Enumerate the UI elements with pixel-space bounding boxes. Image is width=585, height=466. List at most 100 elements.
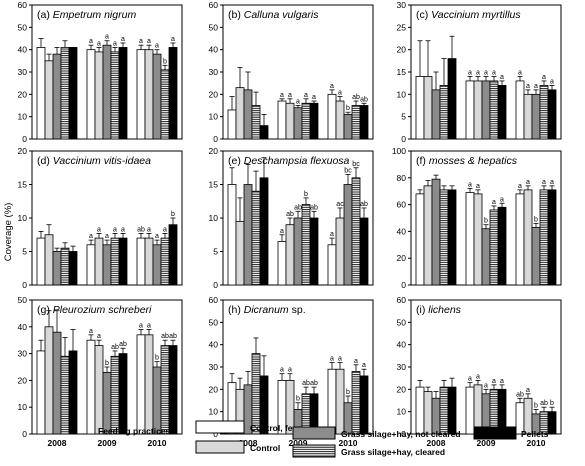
x-tick-label: 2008 <box>239 438 258 448</box>
bar-control-fenced-2009 <box>465 192 475 286</box>
panel-title-species: Vaccinium myrtillus <box>431 9 521 21</box>
significance-letter: a <box>97 226 101 233</box>
bar-control-2010 <box>523 93 533 140</box>
y-tick-label: 30 <box>397 0 407 10</box>
panel-title: (g) Pleurozium schreberi <box>37 304 152 316</box>
bar-pellets-2010 <box>359 375 369 435</box>
y-tick-label: 5 <box>401 112 406 122</box>
significance-letter: ab <box>360 201 368 208</box>
bar-pellets-2009 <box>309 217 319 286</box>
significance-letter: a <box>468 182 472 189</box>
bar-control-2009 <box>285 224 295 286</box>
bar-control-fenced-2008 <box>227 184 237 286</box>
panel-title: (i) lichens <box>416 304 462 316</box>
bar-cleared-2008 <box>60 47 70 140</box>
significance-letter: ab <box>286 211 294 218</box>
y-tick-label: 50 <box>18 22 28 32</box>
bar-cleared-2009 <box>110 51 120 140</box>
bar-pellets-2010 <box>359 217 369 286</box>
bar-cleared-2010 <box>351 371 361 435</box>
significance-letter: a <box>526 83 530 90</box>
y-tick-label: 0 <box>213 134 218 144</box>
y-tick-label: 20 <box>18 146 28 156</box>
legend-label-pellets: Pellets <box>521 429 549 439</box>
y-tick-label: 10 <box>18 213 28 223</box>
bar-pellets-2008 <box>68 251 78 286</box>
y-tick-label: 50 <box>209 317 219 327</box>
significance-letter: a <box>354 358 358 365</box>
bar-control-fenced-2008 <box>415 76 425 140</box>
significance-letter: bc <box>344 167 352 174</box>
significance-letter: a <box>484 382 488 389</box>
significance-letter: a <box>330 356 334 363</box>
bar-control-2009 <box>285 102 295 140</box>
y-tick-label: 30 <box>18 67 28 77</box>
y-tick-label: 50 <box>397 317 407 327</box>
significance-letter: ab <box>352 94 360 101</box>
y-tick-label: 60 <box>209 0 219 10</box>
significance-letter: a <box>304 92 308 99</box>
bar-not-cleared-2008 <box>243 184 253 286</box>
significance-letter: a <box>288 367 292 374</box>
bar-not-cleared-2009 <box>102 44 112 140</box>
bar-not-cleared-2008 <box>52 53 62 140</box>
significance-letter: bc <box>352 161 360 168</box>
significance-letter: b <box>171 211 175 218</box>
bar-not-cleared-2010 <box>152 244 162 286</box>
panel-title-species: mosses & hepatics <box>429 155 518 167</box>
y-tick-label: 20 <box>209 146 219 156</box>
bar-cleared-2010 <box>351 105 361 140</box>
y-tick-label: 10 <box>209 407 219 417</box>
significance-letter: b <box>550 400 554 407</box>
significance-letter: a <box>500 378 504 385</box>
significance-letter: a <box>288 92 292 99</box>
significance-letter: ab <box>302 380 310 387</box>
bar-pellets-2009 <box>118 237 128 286</box>
bar-cleared-2009 <box>110 355 120 435</box>
panel-title: (c) Vaccinium myrtillus <box>416 9 521 21</box>
y-tick-label: 40 <box>209 340 219 350</box>
bar-cleared-2009 <box>489 80 499 140</box>
significance-letter: a <box>518 69 522 76</box>
panel-title: (b) Calluna vulgaris <box>228 9 319 21</box>
bar-not-cleared-2009 <box>293 107 303 140</box>
panel-title-species: Empetrum nigrum <box>53 9 137 21</box>
significance-letter: a <box>280 92 284 99</box>
x-tick-label: 2010 <box>527 438 546 448</box>
significance-letter: a <box>171 36 175 43</box>
y-tick-label: 15 <box>209 180 219 190</box>
bar-pellets-2008 <box>68 47 78 140</box>
y-tick-label: 20 <box>18 375 28 385</box>
bar-control-2010 <box>144 334 154 435</box>
significance-letter: a <box>147 322 151 329</box>
y-tick-label: 0 <box>22 429 27 439</box>
significance-letter: ab <box>540 400 548 407</box>
significance-letter: a <box>121 226 125 233</box>
significance-letter: a <box>500 196 504 203</box>
bar-control-fenced-2009 <box>86 339 96 435</box>
y-axis-label: Coverage (%) <box>3 203 14 262</box>
significance-letter: a <box>155 233 159 240</box>
panel-title: (a) Empetrum nigrum <box>37 9 136 21</box>
y-tick-label: 0 <box>213 280 218 290</box>
bar-not-cleared-2010 <box>152 366 162 435</box>
legend-label-not-cleared: Grass silage+hay, not cleared <box>341 429 461 439</box>
significance-letter: b <box>484 218 488 225</box>
bar-not-cleared-2008 <box>431 89 441 140</box>
y-tick-label: 40 <box>397 226 407 236</box>
bar-cleared-2009 <box>301 204 311 286</box>
panel-title-prefix: (f) <box>416 155 429 167</box>
x-tick-label: 2009 <box>289 438 308 448</box>
bar-control-fenced-2009 <box>277 241 287 286</box>
y-tick-label: 30 <box>209 67 219 77</box>
significance-letter: a <box>338 90 342 97</box>
bar-control-2009 <box>94 345 104 435</box>
y-tick-label: 60 <box>18 0 28 10</box>
significance-letter: a <box>476 373 480 380</box>
bar-cleared-2010 <box>160 69 170 140</box>
significance-letter: b <box>105 360 109 367</box>
y-tick-label: 40 <box>209 45 219 55</box>
